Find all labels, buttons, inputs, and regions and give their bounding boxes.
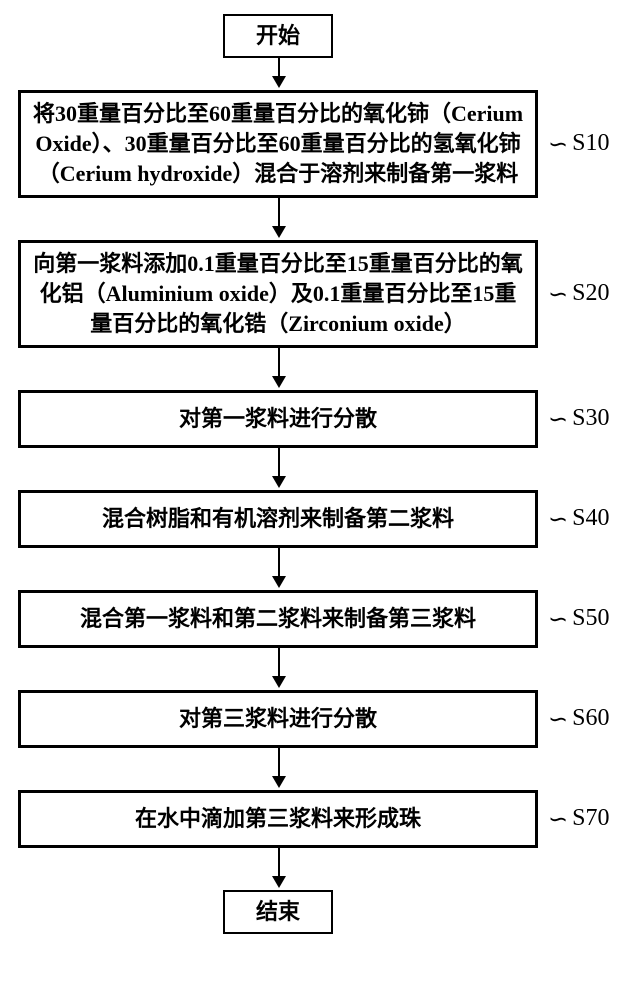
flow-arrow [0, 548, 641, 588]
flow-arrow [0, 448, 641, 488]
process-step-s40: 混合树脂和有机溶剂来制备第二浆料 [18, 490, 538, 548]
step-label-s50: ∽S50 [548, 605, 609, 634]
process-step-text: 向第一浆料添加0.1重量百分比至15重量百分比的氧化铝（Aluminium ox… [31, 249, 525, 338]
process-step-text: 混合第一浆料和第二浆料来制备第三浆料 [80, 604, 476, 634]
start-terminal: 开始 [223, 14, 333, 58]
process-step-text: 对第三浆料进行分散 [179, 704, 377, 734]
flow-arrow [0, 648, 641, 688]
step-label-id: S20 [572, 280, 609, 306]
flow-arrow [0, 198, 641, 238]
process-step-s50: 混合第一浆料和第二浆料来制备第三浆料 [18, 590, 538, 648]
process-step-text: 将30重量百分比至60重量百分比的氧化铈（Cerium Oxide）、30重量百… [31, 99, 525, 188]
step-label-s40: ∽S40 [548, 505, 609, 534]
flow-arrow [0, 348, 641, 388]
process-step-text: 混合树脂和有机溶剂来制备第二浆料 [102, 504, 454, 534]
process-step-s20: 向第一浆料添加0.1重量百分比至15重量百分比的氧化铝（Aluminium ox… [18, 240, 538, 348]
step-label-s30: ∽S30 [548, 405, 609, 434]
process-step-s60: 对第三浆料进行分散 [18, 690, 538, 748]
flow-arrow [0, 58, 641, 88]
flow-arrow [0, 748, 641, 788]
process-step-s30: 对第一浆料进行分散 [18, 390, 538, 448]
step-label-id: S70 [572, 805, 609, 831]
process-step-text: 在水中滴加第三浆料来形成珠 [135, 804, 421, 834]
process-step-text: 对第一浆料进行分散 [179, 404, 377, 434]
step-label-s60: ∽S60 [548, 705, 609, 734]
step-label-id: S10 [572, 130, 609, 156]
step-label-id: S30 [572, 405, 609, 431]
process-step-s70: 在水中滴加第三浆料来形成珠 [18, 790, 538, 848]
flow-arrow [0, 848, 641, 888]
process-step-s10: 将30重量百分比至60重量百分比的氧化铈（Cerium Oxide）、30重量百… [18, 90, 538, 198]
step-label-s70: ∽S70 [548, 805, 609, 834]
step-label-id: S60 [572, 705, 609, 731]
step-label-s10: ∽S10 [548, 130, 609, 159]
step-label-id: S50 [572, 605, 609, 631]
step-label-id: S40 [572, 505, 609, 531]
step-label-s20: ∽S20 [548, 280, 609, 309]
end-terminal: 结束 [223, 890, 333, 934]
